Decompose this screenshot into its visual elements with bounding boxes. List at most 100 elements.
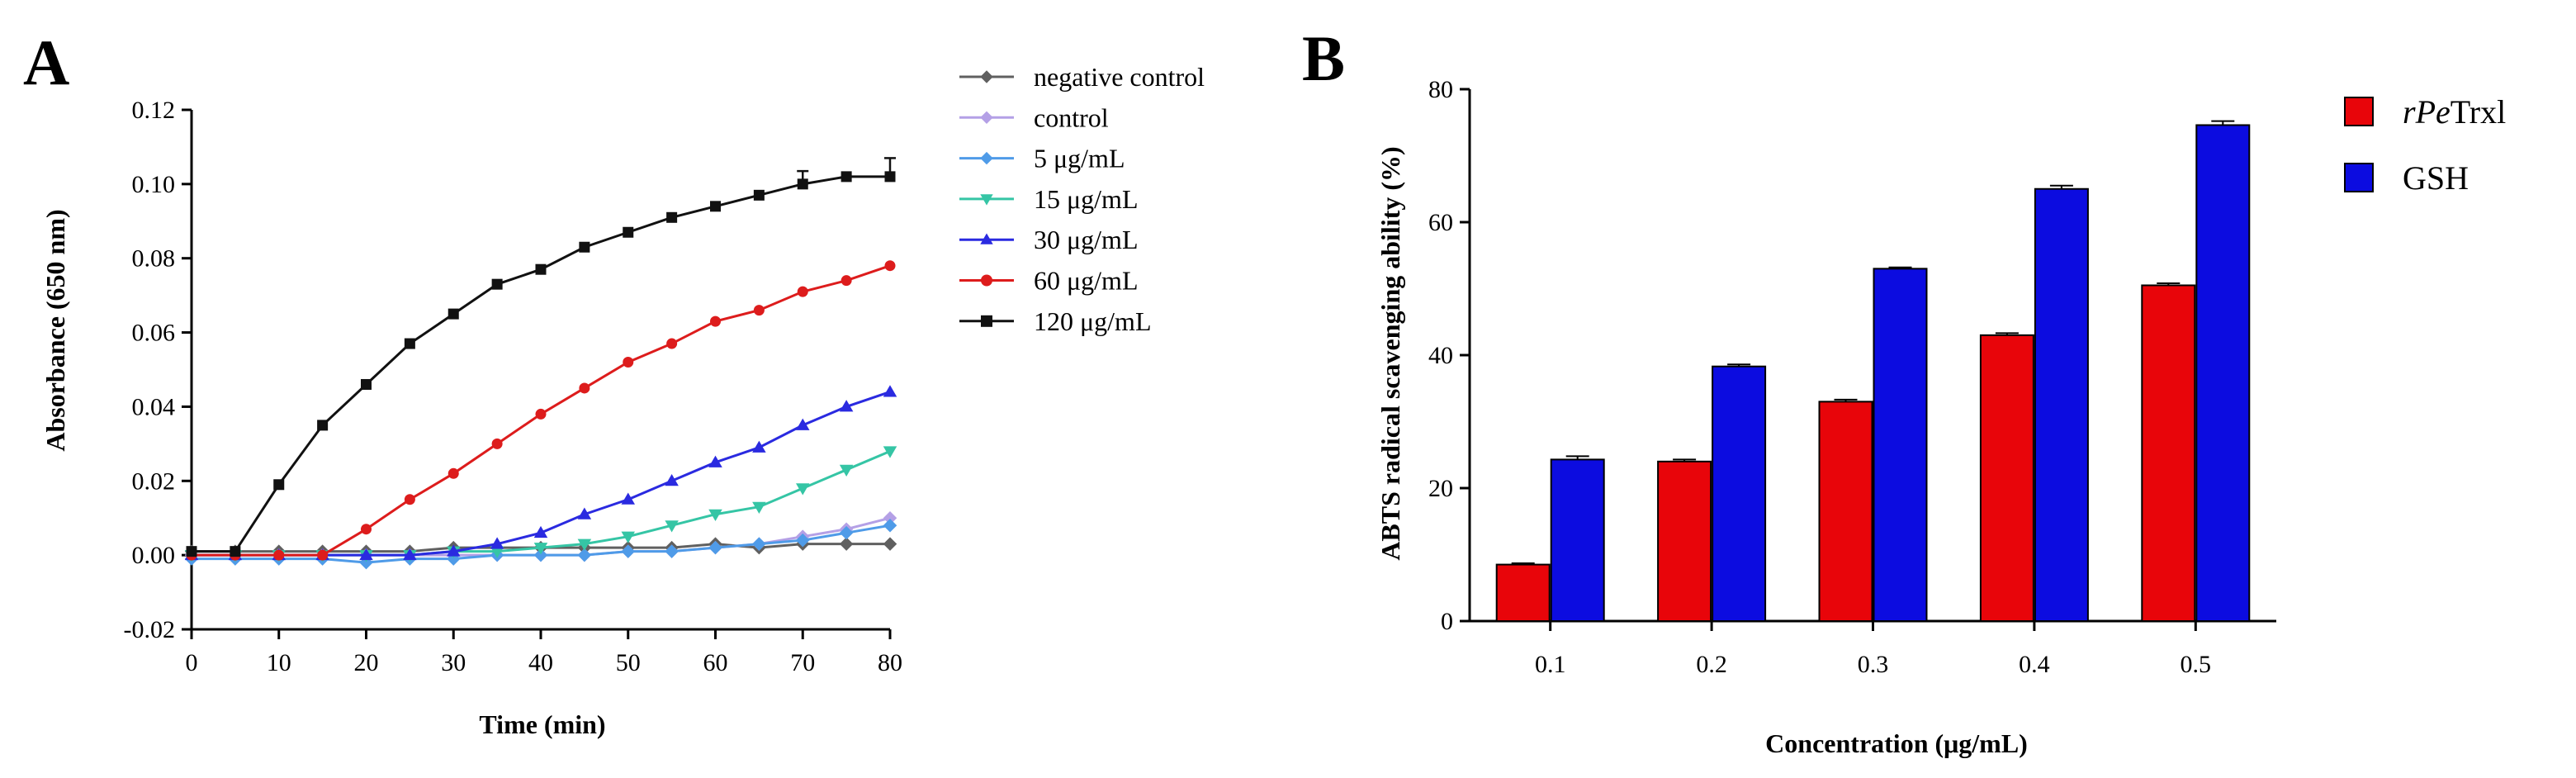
b-legend-item-gsh: GSH <box>2344 159 2469 197</box>
a-data-point <box>361 524 372 535</box>
panel-a-letter: A <box>23 26 69 98</box>
a-data-point <box>708 540 722 555</box>
a-data-point <box>710 315 721 327</box>
a-legend-marker <box>980 111 993 124</box>
b-legend-item-rpetrxl: rPeTrxl <box>2344 93 2506 130</box>
panel-b-bars <box>1495 120 2251 623</box>
a-data-point <box>884 260 896 272</box>
panel-b-bar-chart: B 0 20 40 60 80 0.1 0.2 0.3 0.4 0.5 Concentratio… <box>1302 22 2506 758</box>
a-data-point <box>753 305 765 316</box>
a-data-point <box>796 533 810 548</box>
a-legend-label: 5 μg/mL <box>1034 144 1125 173</box>
b-legend-swatch <box>2344 163 2374 192</box>
b-x-tick-label: 0.3 <box>1858 651 1889 678</box>
a-data-point <box>752 501 766 514</box>
panel-a-y-axis-title: Absorbance (650 nm) <box>40 209 70 451</box>
a-y-tick-label: 0.06 <box>132 320 176 347</box>
a-data-point <box>797 286 808 297</box>
b-bar <box>2034 187 2089 622</box>
a-legend-label: control <box>1034 102 1109 132</box>
a-data-point <box>839 537 854 551</box>
b-bar <box>1657 460 1712 622</box>
a-data-point <box>317 420 329 431</box>
a-data-point <box>359 548 373 561</box>
a-data-point <box>535 408 547 420</box>
panel-a-legend: negative control control 5 μg/mL 15 μg/mL 30… <box>959 62 1205 336</box>
b-bar <box>1712 365 1767 622</box>
panel-a-x-ticks: 0 10 20 30 40 50 60 70 80 <box>186 629 902 676</box>
b-bar <box>2141 284 2196 622</box>
a-data-point <box>883 537 897 551</box>
a-data-point <box>577 507 592 519</box>
a-legend-label: negative control <box>1034 62 1205 92</box>
a-legend-label: 15 μg/mL <box>1034 184 1138 214</box>
a-data-point <box>579 382 590 394</box>
a-legend-item-120-g-ml: 120 μg/mL <box>959 306 1151 336</box>
panel-b-y-axis-title: ABTS radical scavenging ability (%) <box>1376 146 1405 560</box>
a-x-tick-label: 80 <box>878 649 902 676</box>
a-series-30-g-ml <box>184 385 897 561</box>
a-data-point <box>623 357 634 368</box>
panel-b-letter: B <box>1302 22 1345 94</box>
b-bar-rpetrxl-0-1 <box>1495 562 1551 623</box>
a-data-point <box>708 455 722 467</box>
b-bar <box>1550 458 1605 623</box>
a-y-tick-label: -0.02 <box>124 616 176 643</box>
b-bar-rpetrxl-0-4 <box>1979 332 2034 622</box>
a-data-point <box>841 275 852 287</box>
panel-a-line-chart: A -0.02 0.00 0.02 0.04 0.06 0.08 0.10 0.12 0 10 2… <box>23 26 1205 739</box>
a-data-point <box>666 338 678 349</box>
a-data-point <box>621 544 635 558</box>
a-data-point <box>839 525 854 540</box>
a-x-tick-label: 30 <box>441 649 466 676</box>
a-y-tick-label: 0.00 <box>132 542 176 569</box>
b-x-tick-label: 0.4 <box>2019 651 2050 678</box>
a-data-point <box>623 226 634 238</box>
a-legend-label: 120 μg/mL <box>1034 306 1151 336</box>
b-y-tick-label: 80 <box>1428 76 1453 103</box>
a-data-point <box>839 400 854 412</box>
b-legend-label: GSH <box>2403 159 2469 197</box>
a-data-point <box>490 537 504 549</box>
a-data-point <box>447 544 461 557</box>
b-bar <box>1979 334 2034 622</box>
a-y-tick-label: 0.08 <box>132 245 176 273</box>
panel-a-x-axis-title: Time (min) <box>479 709 605 739</box>
a-x-tick-label: 0 <box>186 649 198 676</box>
a-series-120-g-ml <box>186 171 896 557</box>
b-x-tick-label: 0.2 <box>1696 651 1727 678</box>
a-legend-item-60-g-ml: 60 μg/mL <box>959 266 1138 296</box>
a-data-point <box>753 189 765 201</box>
a-series-60-g-ml <box>186 260 896 561</box>
panel-b-x-axis-title: Concentration (μg/mL) <box>1765 728 2028 758</box>
b-legend-label-regular: Trxl <box>2451 93 2506 130</box>
b-bar-gsh-0-2 <box>1712 363 1767 622</box>
a-data-point <box>447 308 459 320</box>
a-data-point <box>490 546 504 558</box>
b-bar-gsh-0-3 <box>1873 266 1928 622</box>
a-data-point <box>404 338 415 349</box>
a-legend-marker <box>980 233 993 244</box>
a-legend-item-control: control <box>959 102 1109 132</box>
a-data-point <box>533 543 548 555</box>
a-y-tick-label: 0.04 <box>132 393 176 420</box>
a-data-point <box>666 211 678 223</box>
panel-a-y-ticks: -0.02 0.00 0.02 0.04 0.06 0.08 0.10 0.12 <box>124 97 192 643</box>
a-x-tick-label: 70 <box>790 649 815 676</box>
a-data-point <box>273 549 285 561</box>
a-data-point <box>708 509 722 521</box>
a-x-tick-label: 20 <box>354 649 379 676</box>
a-data-point <box>404 494 415 505</box>
panel-a-series <box>184 157 897 570</box>
a-data-point <box>579 241 590 253</box>
a-data-point <box>535 263 547 275</box>
a-data-point <box>796 418 810 430</box>
b-bar-rpetrxl-0-3 <box>1818 398 1873 622</box>
a-y-tick-label: 0.02 <box>132 467 176 495</box>
a-x-tick-label: 40 <box>528 649 553 676</box>
b-y-tick-label: 40 <box>1428 342 1453 369</box>
b-bar-gsh-0-4 <box>2034 184 2089 622</box>
a-legend-marker <box>981 274 992 287</box>
b-bar-gsh-0-5 <box>2195 120 2251 623</box>
